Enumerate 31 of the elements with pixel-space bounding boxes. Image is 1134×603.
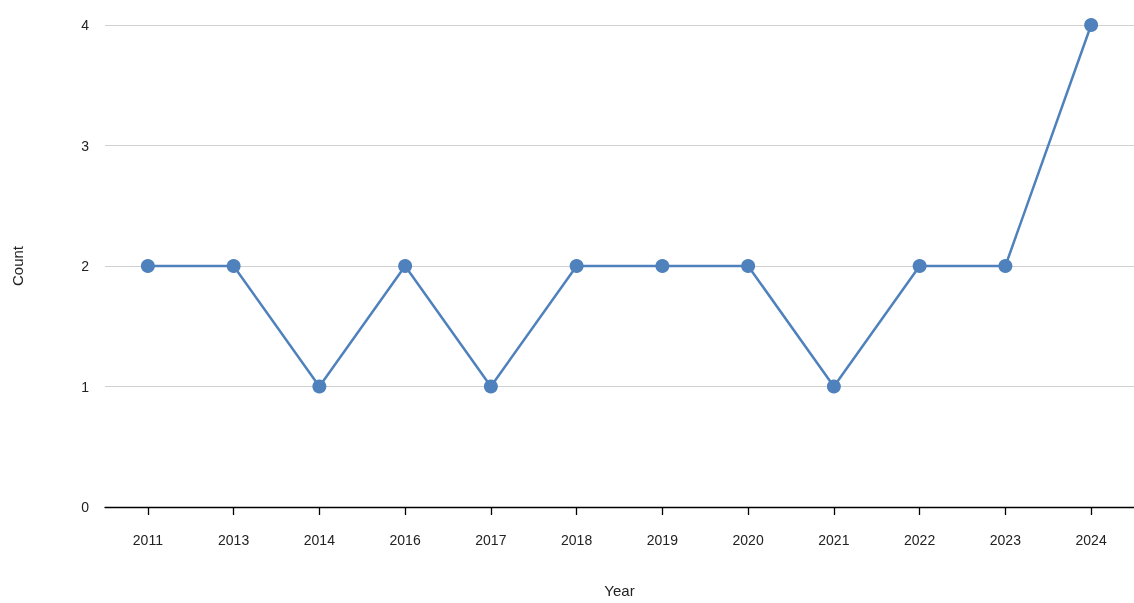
x-tick-label: 2020 — [732, 532, 764, 548]
x-axis-title: Year — [604, 582, 635, 599]
point — [826, 379, 841, 394]
x-tick-label: 2022 — [904, 532, 936, 548]
x-tick-label: 2019 — [646, 532, 679, 548]
x-tick-label: 2014 — [303, 532, 336, 548]
x-tick-label: 2011 — [132, 532, 164, 548]
point — [226, 259, 241, 273]
point — [998, 259, 1013, 273]
point — [483, 379, 498, 394]
x-tick-label: 2021 — [818, 532, 850, 548]
point — [655, 259, 670, 273]
point — [569, 259, 584, 273]
y-tick-label: 0 — [81, 499, 90, 515]
x-tick-label: 2013 — [218, 532, 250, 548]
y-tick-label: 1 — [81, 378, 90, 395]
point — [1084, 18, 1099, 32]
x-tick-label: 2016 — [389, 532, 421, 548]
x-tick-label: 2017 — [475, 532, 507, 548]
y-axis-title: Count — [9, 245, 26, 287]
x-tick-label: 2023 — [989, 532, 1022, 548]
x-tick-label: 2024 — [1075, 532, 1107, 548]
point — [741, 259, 756, 273]
point — [140, 259, 155, 273]
x-tick-label: 2018 — [561, 532, 593, 548]
point — [912, 259, 927, 273]
point — [312, 379, 327, 394]
y-tick-label: 4 — [81, 17, 90, 33]
y-tick-label: 3 — [81, 137, 90, 154]
point — [398, 259, 413, 273]
y-tick-label: 2 — [81, 258, 90, 274]
